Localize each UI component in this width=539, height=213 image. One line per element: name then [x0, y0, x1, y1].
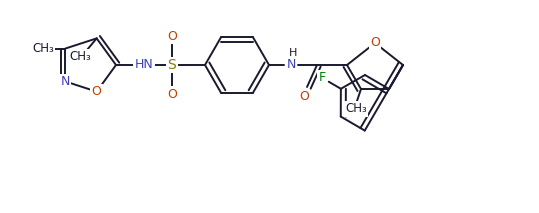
Text: N: N [286, 59, 296, 72]
Text: O: O [167, 29, 177, 43]
Text: F: F [319, 71, 326, 84]
Text: O: O [299, 91, 309, 104]
Text: O: O [92, 85, 101, 98]
Text: O: O [167, 88, 177, 101]
Text: H: H [289, 48, 297, 58]
Text: N: N [61, 75, 70, 88]
Text: CH₃: CH₃ [70, 50, 92, 63]
Text: S: S [168, 58, 176, 72]
Text: CH₃: CH₃ [345, 102, 367, 115]
Text: HN: HN [135, 59, 154, 72]
Text: O: O [370, 36, 380, 49]
Text: CH₃: CH₃ [32, 42, 54, 55]
